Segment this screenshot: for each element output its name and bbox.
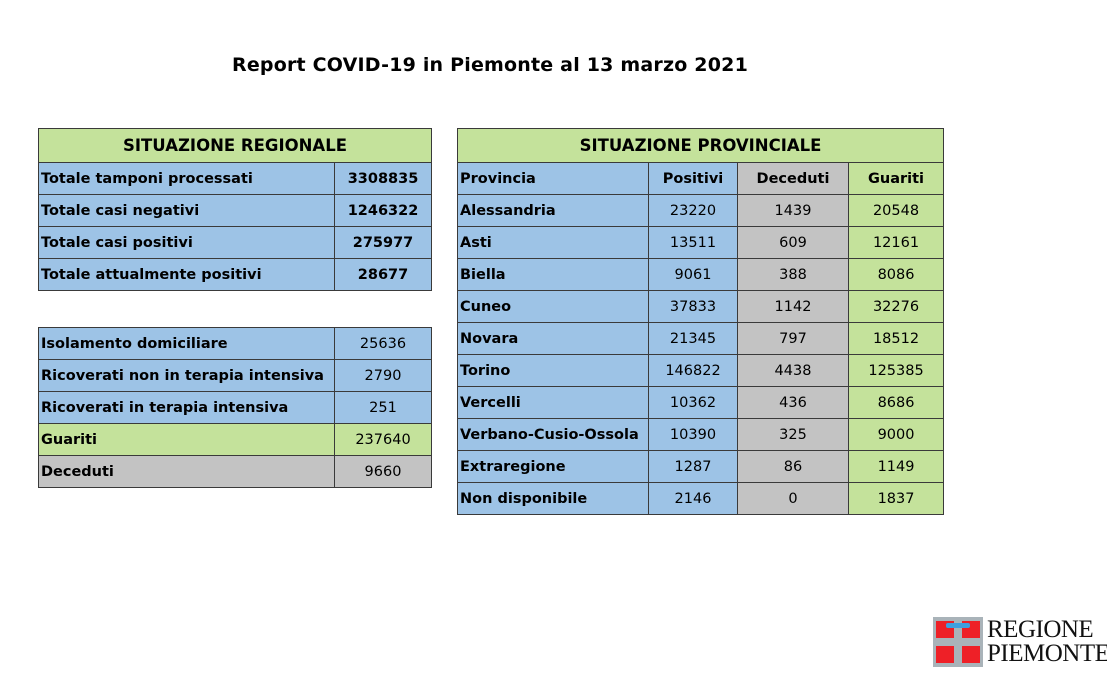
table-row: Non disponibile 2146 0 1837 <box>457 482 945 515</box>
cell-guariti: 18512 <box>847 322 945 355</box>
table-row: Totale tamponi processati 3308835 <box>38 162 433 195</box>
cell-guariti: 1837 <box>847 482 945 515</box>
cell-provincia: Non disponibile <box>457 482 649 515</box>
table-row: Ricoverati in terapia intensiva 251 <box>38 391 432 424</box>
cell-provincia: Novara <box>457 322 649 355</box>
cell-provincia: Cuneo <box>457 290 649 323</box>
cell-positivi: 37833 <box>648 290 738 323</box>
row-value: 1246322 <box>333 194 433 227</box>
cell-provincia: Alessandria <box>457 194 649 227</box>
row-label: Totale attualmente positivi <box>38 258 335 291</box>
regional-header: SITUAZIONE REGIONALE <box>37 128 433 163</box>
cell-positivi: 23220 <box>648 194 738 227</box>
cell-positivi: 146822 <box>648 354 738 387</box>
regione-piemonte-logo: REGIONE PIEMONTE <box>933 617 1107 669</box>
table-row-deceduti: Deceduti 9660 <box>38 455 432 488</box>
row-value: 25636 <box>334 327 432 360</box>
cell-provincia: Asti <box>457 226 649 259</box>
cell-provincia: Torino <box>457 354 649 387</box>
column-header-guariti: Guariti <box>847 162 945 195</box>
cell-deceduti: 86 <box>737 450 849 483</box>
row-value: 2790 <box>334 359 432 392</box>
cell-positivi: 1287 <box>648 450 738 483</box>
column-header-provincia: Provincia <box>457 162 649 195</box>
cell-guariti: 8086 <box>847 258 945 291</box>
logo-line-2: PIEMONTE <box>987 640 1107 667</box>
provincial-header: SITUAZIONE PROVINCIALE <box>456 128 945 163</box>
cell-guariti: 1149 <box>847 450 945 483</box>
row-label: Ricoverati non in terapia intensiva <box>38 359 335 392</box>
cell-guariti: 8686 <box>847 386 945 419</box>
table-row: Totale casi negativi 1246322 <box>38 194 433 227</box>
cell-positivi: 10390 <box>648 418 738 451</box>
table-row: Vercelli 10362 436 8686 <box>457 386 945 419</box>
cell-provincia: Extraregione <box>457 450 649 483</box>
cell-deceduti: 388 <box>737 258 849 291</box>
row-value: 9660 <box>334 455 432 488</box>
column-header-positivi: Positivi <box>648 162 738 195</box>
piemonte-cross-emblem-icon <box>933 617 983 667</box>
table-row: Asti 13511 609 12161 <box>457 226 945 259</box>
table-row: Novara 21345 797 18512 <box>457 322 945 355</box>
row-label: Totale casi negativi <box>38 194 335 227</box>
cell-guariti: 32276 <box>847 290 945 323</box>
cell-positivi: 21345 <box>648 322 738 355</box>
row-label: Deceduti <box>38 455 335 488</box>
row-label: Totale tamponi processati <box>38 162 335 195</box>
cell-provincia: Vercelli <box>457 386 649 419</box>
report-title: Report COVID-19 in Piemonte al 13 marzo … <box>231 54 748 76</box>
table-row: Verbano-Cusio-Ossola 10390 325 9000 <box>457 418 945 451</box>
table-row: Cuneo 37833 1142 32276 <box>457 290 945 323</box>
cell-deceduti: 609 <box>737 226 849 259</box>
row-value: 251 <box>334 391 432 424</box>
table-row: Torino 146822 4438 125385 <box>457 354 945 387</box>
column-header-deceduti: Deceduti <box>737 162 849 195</box>
logo-text: REGIONE PIEMONTE <box>987 616 1107 667</box>
cell-guariti: 12161 <box>847 226 945 259</box>
cell-positivi: 13511 <box>648 226 738 259</box>
provincial-table: SITUAZIONE PROVINCIALE Provincia Positiv… <box>456 128 945 515</box>
column-headers: Provincia Positivi Deceduti Guariti <box>457 162 945 195</box>
cell-positivi: 10362 <box>648 386 738 419</box>
table-row: Extraregione 1287 86 1149 <box>457 450 945 483</box>
row-value: 237640 <box>334 423 432 456</box>
table-row-guariti: Guariti 237640 <box>38 423 432 456</box>
cell-deceduti: 1439 <box>737 194 849 227</box>
cell-deceduti: 325 <box>737 418 849 451</box>
cell-guariti: 125385 <box>847 354 945 387</box>
cell-deceduti: 797 <box>737 322 849 355</box>
row-value: 28677 <box>333 258 433 291</box>
cell-provincia: Biella <box>457 258 649 291</box>
table-row: Totale attualmente positivi 28677 <box>38 258 433 291</box>
table-row: Alessandria 23220 1439 20548 <box>457 194 945 227</box>
cell-positivi: 9061 <box>648 258 738 291</box>
row-label: Ricoverati in terapia intensiva <box>38 391 335 424</box>
cell-provincia: Verbano-Cusio-Ossola <box>457 418 649 451</box>
logo-line-1: REGIONE <box>987 616 1094 643</box>
row-label: Totale casi positivi <box>38 226 335 259</box>
cell-deceduti: 436 <box>737 386 849 419</box>
cell-guariti: 20548 <box>847 194 945 227</box>
cell-deceduti: 4438 <box>737 354 849 387</box>
table-row: Totale casi positivi 275977 <box>38 226 433 259</box>
cell-deceduti: 0 <box>737 482 849 515</box>
regional-summary-table: SITUAZIONE REGIONALE Totale tamponi proc… <box>37 128 433 291</box>
cell-positivi: 2146 <box>648 482 738 515</box>
row-value: 3308835 <box>333 162 433 195</box>
cell-deceduti: 1142 <box>737 290 849 323</box>
table-row: Isolamento domiciliare 25636 <box>38 327 432 360</box>
row-label: Guariti <box>38 423 335 456</box>
table-row: Biella 9061 388 8086 <box>457 258 945 291</box>
regional-detail-table: Isolamento domiciliare 25636 Ricoverati … <box>38 327 432 488</box>
cell-guariti: 9000 <box>847 418 945 451</box>
row-value: 275977 <box>333 226 433 259</box>
table-row: Ricoverati non in terapia intensiva 2790 <box>38 359 432 392</box>
row-label: Isolamento domiciliare <box>38 327 335 360</box>
